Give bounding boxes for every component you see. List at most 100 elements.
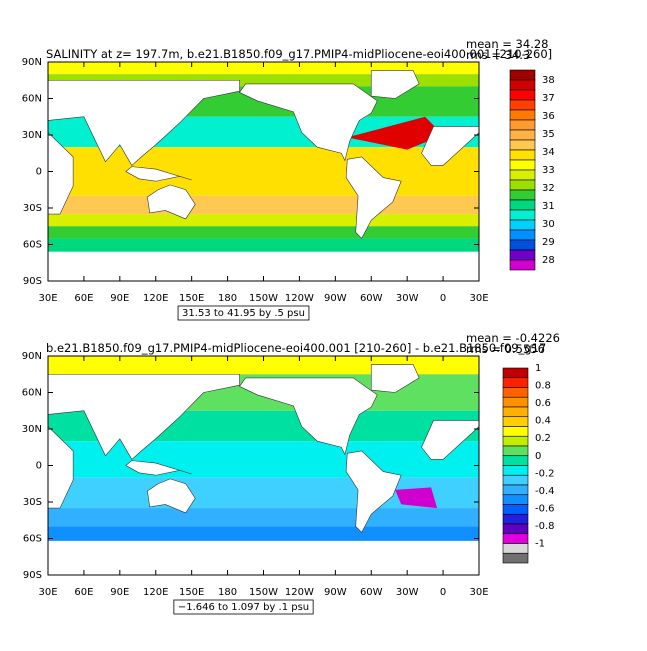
lon-label: 0 xyxy=(440,587,446,598)
ocean-field xyxy=(48,147,479,196)
colorbar-box xyxy=(509,89,536,101)
lon-label: 30E xyxy=(469,587,488,598)
colorbar-box xyxy=(509,259,536,271)
ocean-field xyxy=(48,526,479,541)
lat-label: 60S xyxy=(23,534,42,545)
mean: mean = -0.4226 xyxy=(466,331,560,345)
ocean-field xyxy=(48,540,479,575)
colorbar-box xyxy=(509,229,536,241)
lat-label: 60N xyxy=(22,388,42,399)
lat-label: 30N xyxy=(22,424,42,435)
colorbar-label: 0.2 xyxy=(535,433,551,444)
colorbar-box xyxy=(509,109,536,121)
ocean-field xyxy=(48,195,479,215)
colorbar-box xyxy=(502,465,529,476)
lon-label: 60W xyxy=(360,587,383,598)
rms: rms = 0.5556 xyxy=(466,342,545,356)
range-note: 31.53 to 41.95 by .5 psu xyxy=(182,308,305,319)
colorbar-box xyxy=(502,416,529,427)
colorbar-box xyxy=(502,494,529,505)
colorbar-label: 37 xyxy=(542,93,555,104)
colorbar-box xyxy=(509,249,536,261)
land xyxy=(125,460,192,476)
colorbar-box xyxy=(502,543,529,554)
colorbar-box xyxy=(509,139,536,151)
ocean-field xyxy=(48,226,479,239)
colorbar-box xyxy=(509,199,536,211)
lon-label: 90E xyxy=(110,293,129,304)
colorbar-label: -0.6 xyxy=(535,503,555,514)
colorbar-box xyxy=(509,239,536,251)
colorbar-label: 1 xyxy=(535,363,541,374)
colorbar-label: 36 xyxy=(542,111,555,122)
colorbar-box xyxy=(509,189,536,201)
colorbar-label: 33 xyxy=(542,165,555,176)
lon-label: 30W xyxy=(396,587,419,598)
ocean-field xyxy=(48,214,479,227)
lon-label: 60W xyxy=(360,293,383,304)
colorbar-label: 30 xyxy=(542,219,555,230)
colorbar-box xyxy=(509,209,536,221)
lon-label: 30E xyxy=(38,587,57,598)
colorbar-box xyxy=(502,513,529,525)
ocean-field xyxy=(48,508,479,527)
land xyxy=(47,79,240,166)
land xyxy=(125,166,192,182)
colorbar-box xyxy=(509,119,536,131)
lat-label: 90N xyxy=(22,57,42,68)
colorbar-label: 38 xyxy=(542,75,555,86)
colorbar-box xyxy=(502,504,529,515)
colorbar-box xyxy=(502,406,529,418)
lat-label: 0 xyxy=(36,167,42,178)
colorbar-box xyxy=(509,179,536,191)
colorbar-box xyxy=(502,396,529,408)
colorbar-label: 0.8 xyxy=(535,381,551,392)
land xyxy=(147,478,196,514)
colorbar-box xyxy=(509,79,536,91)
ocean-field xyxy=(48,238,479,252)
mean: mean = 34.28 xyxy=(466,37,548,51)
lon-label: 30E xyxy=(38,293,57,304)
land xyxy=(239,83,378,162)
colorbar-label: 31 xyxy=(542,201,555,212)
colorbar-label: 35 xyxy=(542,129,555,140)
colorbar-box xyxy=(502,484,529,496)
lat-label: 90S xyxy=(23,276,42,287)
lon-label: 60E xyxy=(74,293,93,304)
colorbar-box xyxy=(502,474,529,486)
colorbar-label: -0.4 xyxy=(535,486,555,497)
colorbar-box xyxy=(502,455,529,466)
land xyxy=(345,450,402,533)
colorbar-label: -0.2 xyxy=(535,468,555,479)
colorbar-box xyxy=(502,367,529,379)
lon-label: 120E xyxy=(143,293,168,304)
colorbar-box xyxy=(502,445,529,457)
lon-label: 120W xyxy=(285,293,314,304)
lon-label: 150W xyxy=(249,587,278,598)
colorbar-box xyxy=(509,159,536,171)
colorbar-box xyxy=(509,149,536,161)
land xyxy=(147,184,196,220)
lat-label: 90S xyxy=(23,570,42,581)
colorbar-box xyxy=(509,69,536,81)
range-note-box xyxy=(177,305,310,321)
colorbar-label: 0 xyxy=(535,451,541,462)
colorbar-box xyxy=(509,219,536,231)
lon-label: 30E xyxy=(469,293,488,304)
lat-label: 0 xyxy=(36,461,42,472)
colorbar-label: 0.4 xyxy=(535,416,551,427)
range-note: −1.646 to 1.097 by .1 psu xyxy=(178,602,309,613)
colorbar-box xyxy=(502,426,529,437)
ocean-field xyxy=(48,441,479,478)
land xyxy=(370,364,420,393)
land xyxy=(370,70,420,99)
ocean-field xyxy=(395,487,438,509)
colorbar-label: -0.8 xyxy=(535,521,555,532)
lon-label: 0 xyxy=(440,293,446,304)
lat-label: 30S xyxy=(23,203,42,214)
lat-label: 60S xyxy=(23,240,42,251)
lon-label: 150E xyxy=(179,587,204,598)
title: b.e21.B1850.f09_g17.PMIP4-midPliocene-eo… xyxy=(46,341,546,355)
lat-label: 90N xyxy=(22,351,42,362)
